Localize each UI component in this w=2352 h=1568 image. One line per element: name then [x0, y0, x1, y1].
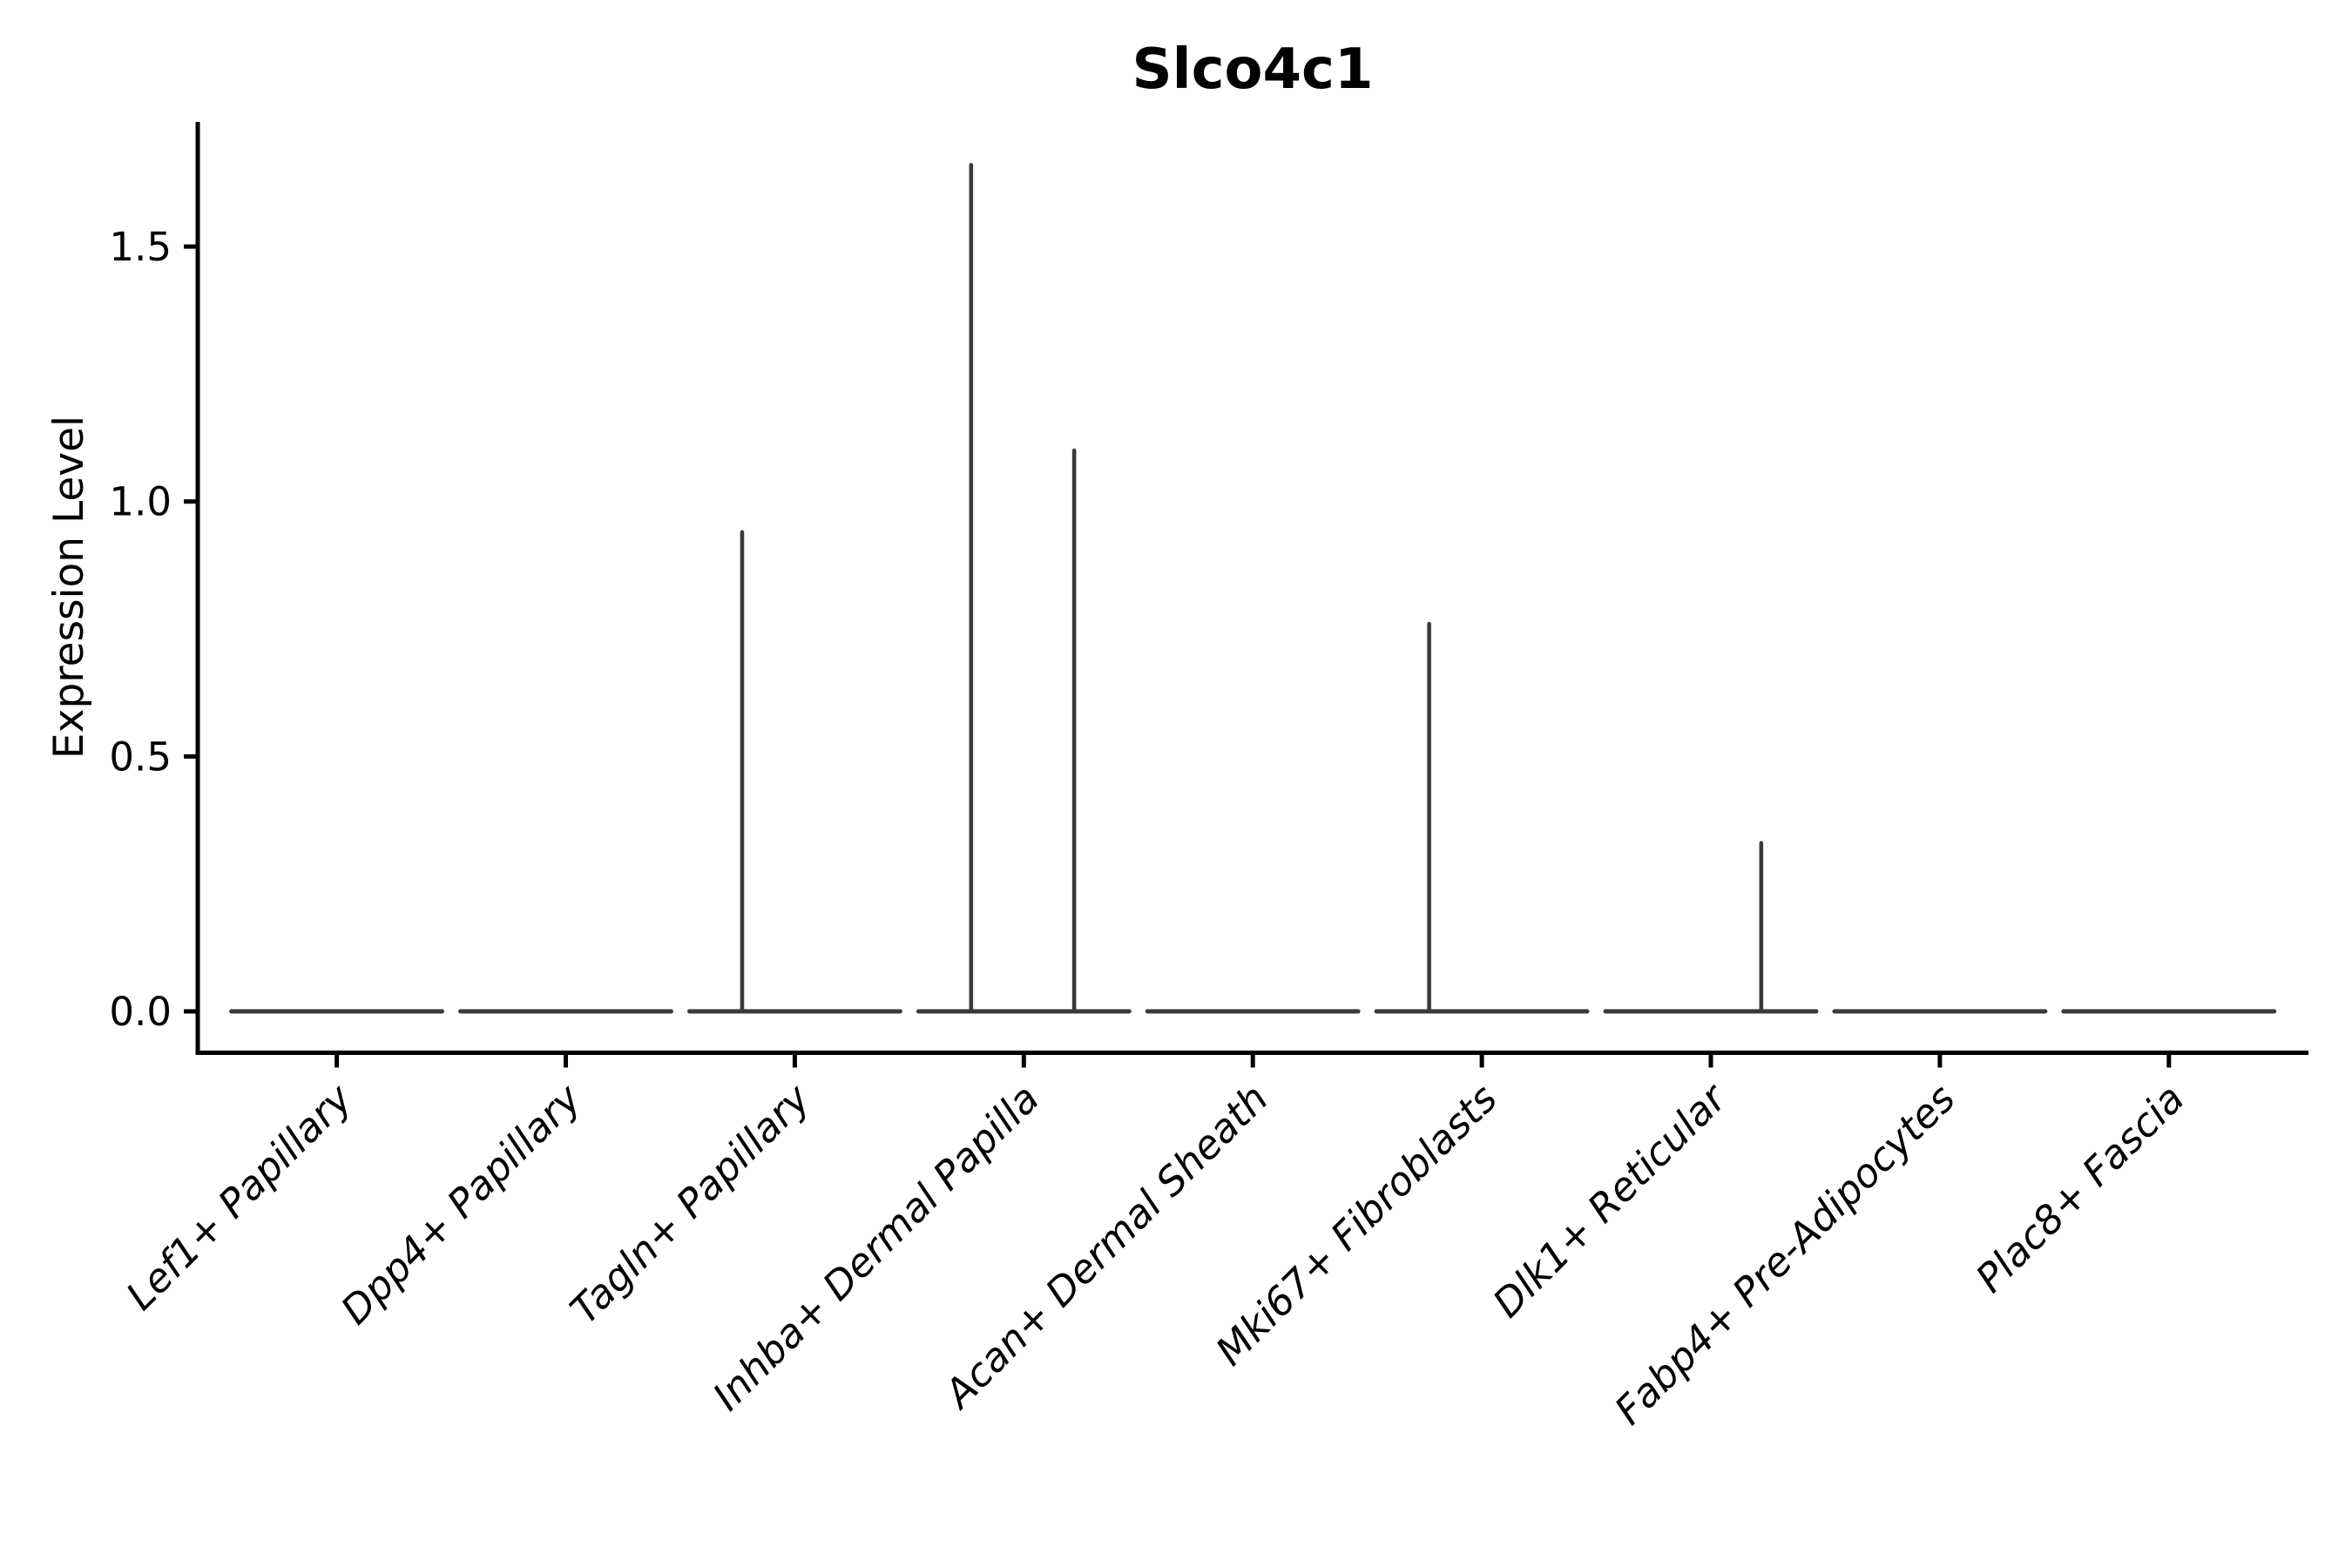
x-tick-label: Tagln+ Papillary: [561, 1074, 820, 1333]
x-tick-label: Dpp4+ Papillary: [332, 1074, 591, 1333]
y-tick-label: 1.5: [109, 224, 172, 270]
x-tick-label: Plac8+ Fascia: [1967, 1075, 2193, 1301]
x-tick-label: Dlk1+ Reticular: [1484, 1074, 1736, 1327]
y-tick-label: 0.5: [109, 733, 172, 780]
chart-title: Slco4c1: [1132, 37, 1374, 102]
x-tick-label: Lef1+ Papillary: [118, 1074, 362, 1319]
y-tick-label: 1.0: [109, 479, 172, 525]
violin-layer: [229, 163, 2277, 1014]
y-tick-label: 0.0: [109, 989, 172, 1035]
y-axis-label: Expression Level: [45, 416, 93, 759]
